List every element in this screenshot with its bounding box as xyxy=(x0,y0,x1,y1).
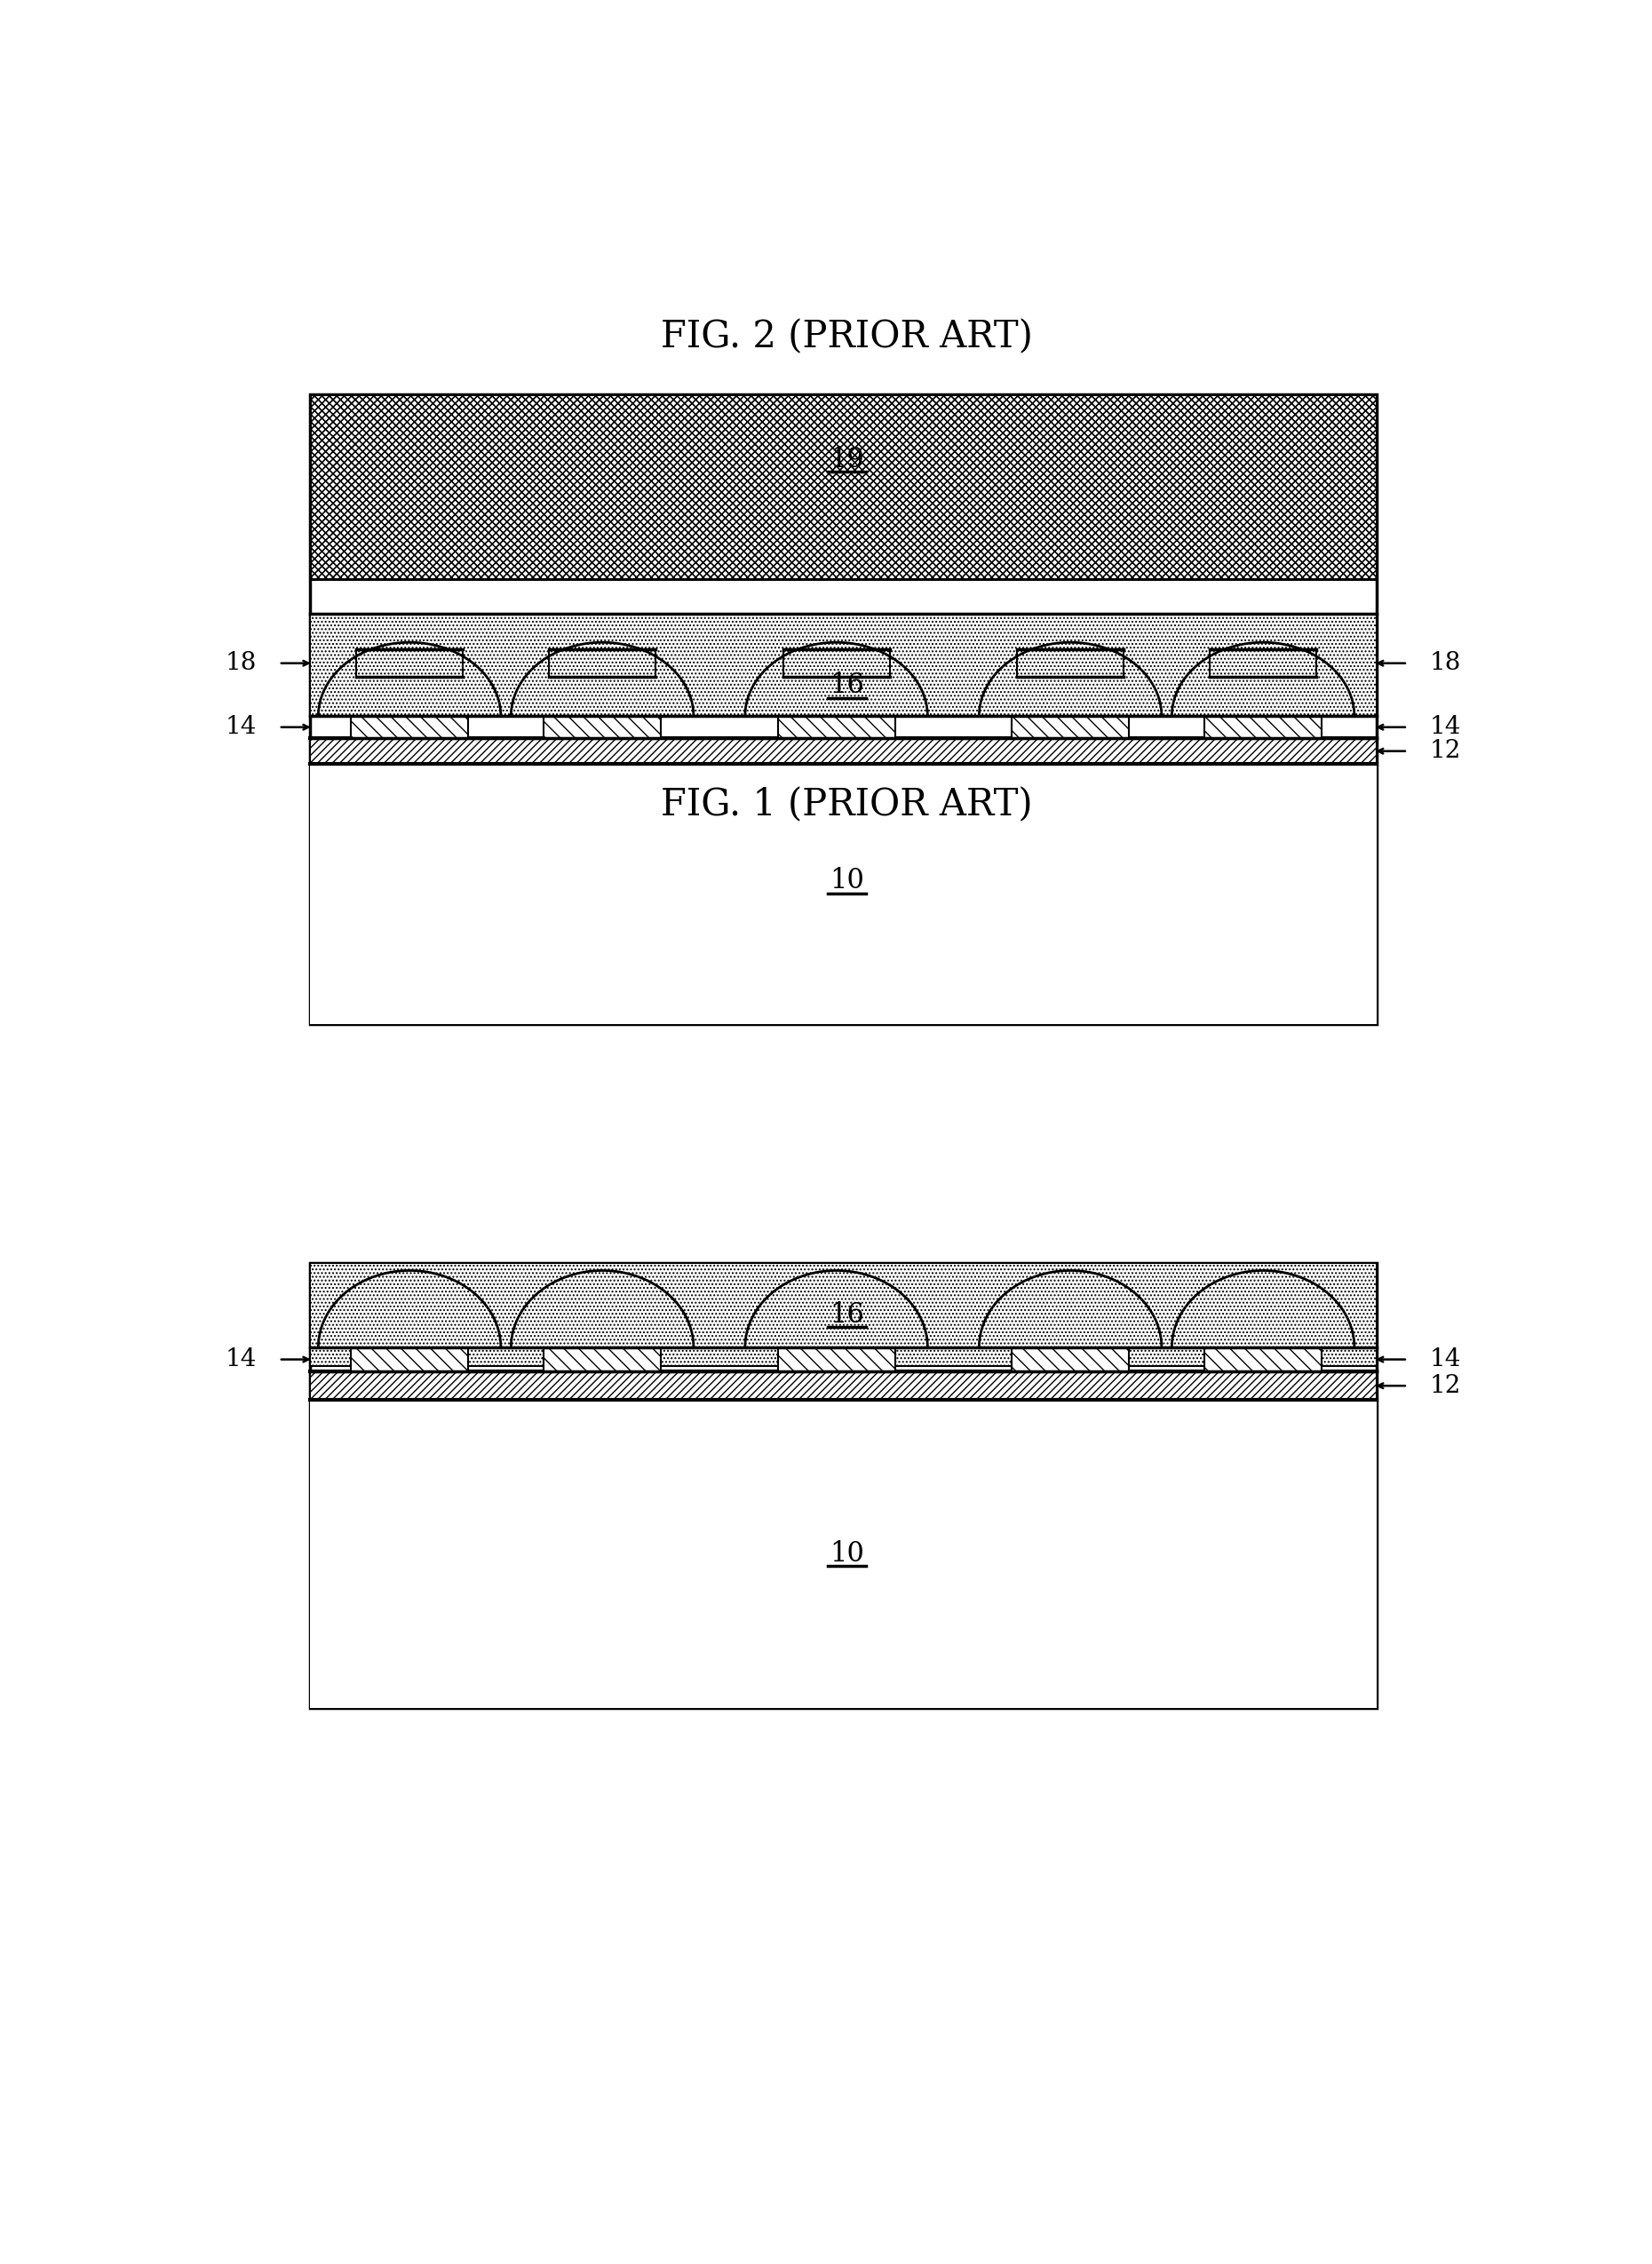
Bar xyxy=(778,715,895,738)
Bar xyxy=(350,715,468,738)
Text: 12: 12 xyxy=(1429,1374,1462,1397)
Text: 18: 18 xyxy=(225,652,256,675)
Text: 16: 16 xyxy=(829,1302,864,1329)
Bar xyxy=(1011,1347,1128,1372)
Text: 14: 14 xyxy=(1429,1347,1462,1372)
Text: 14: 14 xyxy=(1429,715,1462,738)
Text: 18: 18 xyxy=(1429,652,1462,675)
Bar xyxy=(309,763,1376,1023)
Text: 10: 10 xyxy=(829,1540,864,1567)
Text: 14: 14 xyxy=(225,715,256,738)
Text: 10: 10 xyxy=(829,867,864,894)
Text: 14: 14 xyxy=(225,1347,256,1372)
Text: 12: 12 xyxy=(1429,738,1462,763)
Bar xyxy=(357,650,463,677)
Bar xyxy=(309,394,1376,1023)
Bar xyxy=(544,1347,661,1372)
Bar xyxy=(309,394,1376,580)
Bar xyxy=(1018,650,1123,677)
Bar xyxy=(548,650,656,677)
Bar xyxy=(350,1347,468,1372)
Bar xyxy=(309,1372,1376,1399)
Bar xyxy=(778,1347,895,1372)
Bar xyxy=(783,650,890,677)
Text: 16: 16 xyxy=(829,672,864,700)
Bar xyxy=(309,394,1376,580)
Bar xyxy=(309,1263,1376,1707)
Bar xyxy=(1204,715,1322,738)
Bar xyxy=(544,715,661,738)
Text: FIG. 1 (PRIOR ART): FIG. 1 (PRIOR ART) xyxy=(661,786,1032,824)
Bar xyxy=(309,1399,1376,1707)
Bar xyxy=(1011,715,1128,738)
Bar xyxy=(309,1263,1376,1365)
Text: 19: 19 xyxy=(829,446,864,473)
Bar xyxy=(1209,650,1317,677)
Text: FIG. 2 (PRIOR ART): FIG. 2 (PRIOR ART) xyxy=(661,317,1032,355)
Bar xyxy=(309,738,1376,763)
Bar xyxy=(1204,1347,1322,1372)
Bar xyxy=(309,614,1376,715)
